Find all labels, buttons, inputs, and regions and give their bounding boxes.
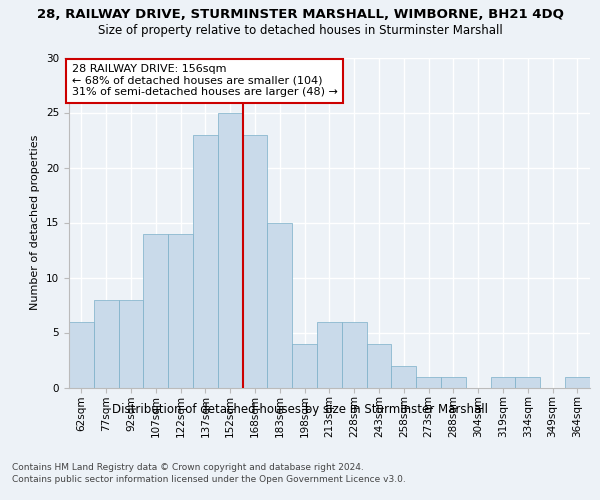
Text: 28, RAILWAY DRIVE, STURMINSTER MARSHALL, WIMBORNE, BH21 4DQ: 28, RAILWAY DRIVE, STURMINSTER MARSHALL,… [37,8,563,20]
Text: Size of property relative to detached houses in Sturminster Marshall: Size of property relative to detached ho… [98,24,502,37]
Bar [416,376,441,388]
Text: 28 RAILWAY DRIVE: 156sqm
← 68% of detached houses are smaller (104)
31% of semi-: 28 RAILWAY DRIVE: 156sqm ← 68% of detach… [71,64,337,98]
Bar [218,112,242,388]
Bar [193,134,218,388]
Text: Distribution of detached houses by size in Sturminster Marshall: Distribution of detached houses by size … [112,402,488,415]
Bar [69,322,94,388]
Bar [367,344,391,388]
Bar [515,376,540,388]
Bar [317,322,342,388]
Bar [168,234,193,388]
Bar [292,344,317,388]
Bar [565,376,590,388]
Bar [143,234,168,388]
Bar [391,366,416,388]
Y-axis label: Number of detached properties: Number of detached properties [31,135,40,310]
Bar [342,322,367,388]
Text: Contains HM Land Registry data © Crown copyright and database right 2024.: Contains HM Land Registry data © Crown c… [12,464,364,472]
Bar [441,376,466,388]
Text: Contains public sector information licensed under the Open Government Licence v3: Contains public sector information licen… [12,475,406,484]
Bar [491,376,515,388]
Bar [119,300,143,388]
Bar [242,134,268,388]
Bar [94,300,119,388]
Bar [268,222,292,388]
